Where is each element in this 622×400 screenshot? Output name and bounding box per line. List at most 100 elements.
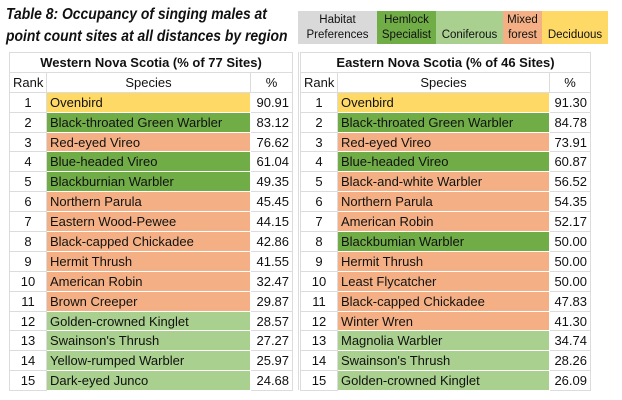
species-cell: Northern Parula <box>46 191 251 212</box>
percent-cell: 56.52 <box>549 171 591 193</box>
rank-cell: 3 <box>300 131 338 153</box>
percent-cell: 27.27 <box>249 330 294 352</box>
table-row: 9 Hermit Thrush 41.55 <box>9 250 294 272</box>
region-heading: Eastern Nova Scotia (% of 46 Sites) <box>300 52 591 73</box>
species-cell: Least Flycatcher <box>337 271 550 292</box>
rank-cell: 10 <box>300 270 338 292</box>
percent-cell: 42.86 <box>249 231 294 252</box>
table-row: 4 Blue-headed Vireo 60.87 <box>300 151 591 173</box>
table-row: 6 Northern Parula 45.45 <box>9 191 294 213</box>
region-heading: Western Nova Scotia (% of 77 Sites) <box>8 52 294 73</box>
table-row: 3 Red-eyed Vireo 76.62 <box>9 131 294 153</box>
rank-cell: 6 <box>9 191 47 213</box>
species-cell: Eastern Wood-Pewee <box>46 211 251 232</box>
percent-cell: 26.09 <box>549 370 591 392</box>
percent-cell: 45.45 <box>249 191 294 213</box>
percent-cell: 28.26 <box>549 350 591 372</box>
table-row: 10 Least Flycatcher 50.00 <box>300 270 591 292</box>
species-cell: Hermit Thrush <box>337 251 550 272</box>
table-row: 5 Blackburnian Warbler 49.35 <box>9 171 294 193</box>
rank-cell: 13 <box>300 330 338 352</box>
table-row: 1 Ovenbird 91.30 <box>300 91 591 113</box>
species-cell: Red-eyed Vireo <box>46 132 251 152</box>
rank-cell: 2 <box>300 111 338 133</box>
rank-cell: 11 <box>300 290 338 312</box>
habitat-legend: Habitat Preferences Hemlock Specialist C… <box>298 11 608 44</box>
table-row: 11 Brown Creeper 29.87 <box>9 290 294 312</box>
table-row: 7 American Robin 52.17 <box>300 211 591 233</box>
percent-cell: 76.62 <box>249 131 294 153</box>
percent-cell: 60.87 <box>549 151 591 173</box>
rank-cell: 9 <box>300 250 338 272</box>
species-cell: Swainson's Thrush <box>337 350 550 371</box>
percent-cell: 29.87 <box>249 290 294 312</box>
column-gap <box>292 52 299 390</box>
percent-cell: 84.78 <box>549 111 591 133</box>
species-cell: Hermit Thrush <box>46 251 251 272</box>
rank-cell: 1 <box>9 91 47 113</box>
table-row: 3 Red-eyed Vireo 73.91 <box>300 131 591 153</box>
species-cell: Red-eyed Vireo <box>337 132 550 152</box>
table-row: 13 Swainson's Thrush 27.27 <box>9 330 294 352</box>
table-row: 6 Northern Parula 54.35 <box>300 191 591 213</box>
rank-cell: 6 <box>300 191 338 213</box>
table-row: 9 Hermit Thrush 50.00 <box>300 250 591 272</box>
percent-cell: 90.91 <box>249 91 294 113</box>
species-cell: Swainson's Thrush <box>46 330 251 351</box>
species-cell: American Robin <box>46 271 251 292</box>
legend-mixed: Mixed forest <box>503 11 542 44</box>
percent-cell: 73.91 <box>549 131 591 153</box>
species-cell: Black-and-white Warbler <box>337 171 550 192</box>
table-row: 12 Golden-crowned Kinglet 28.57 <box>9 310 294 332</box>
table-row: 4 Blue-headed Vireo 61.04 <box>9 151 294 173</box>
table-row: 15 Golden-crowned Kinglet 26.09 <box>300 370 591 392</box>
legend-coniferous: Coniferous <box>436 11 503 44</box>
species-cell: Northern Parula <box>337 191 550 212</box>
table-row: 5 Black-and-white Warbler 56.52 <box>300 171 591 193</box>
percent-cell: 52.17 <box>549 211 591 233</box>
rank-cell: 15 <box>300 370 338 392</box>
species-cell: Yellow-rumped Warbler <box>46 350 251 371</box>
species-cell: Ovenbird <box>46 92 251 113</box>
species-cell: Black-capped Chickadee <box>46 231 251 252</box>
rank-cell: 7 <box>9 211 47 233</box>
rank-cell: 15 <box>9 370 47 392</box>
table-row: 8 Black-capped Chickadee 42.86 <box>9 231 294 252</box>
species-cell: Golden-crowned Kinglet <box>337 370 550 391</box>
col-rank: Rank <box>9 71 47 93</box>
western-table: Western Nova Scotia (% of 77 Sites) Rank S… <box>8 52 294 392</box>
species-cell: Blue-headed Vireo <box>337 151 550 172</box>
table-row: 12 Winter Wren 41.30 <box>300 310 591 332</box>
col-pct: % <box>249 71 294 93</box>
species-cell: Black-throated Green Warbler <box>46 112 251 133</box>
rank-cell: 10 <box>9 270 47 292</box>
species-cell: Dark-eyed Junco <box>46 370 251 391</box>
legend-hemlock: Hemlock Specialist <box>377 11 436 44</box>
species-cell: Black-throated Green Warbler <box>337 112 550 133</box>
rank-cell: 12 <box>300 310 338 332</box>
species-cell: Golden-crowned Kinglet <box>46 311 251 331</box>
percent-cell: 34.74 <box>549 330 591 352</box>
rank-cell: 5 <box>300 171 338 193</box>
percent-cell: 47.83 <box>549 290 591 312</box>
species-cell: Black-capped Chickadee <box>337 291 550 312</box>
table-row: 14 Yellow-rumped Warbler 25.97 <box>9 350 294 372</box>
col-species: Species <box>46 71 251 93</box>
species-cell: Blue-headed Vireo <box>46 151 251 172</box>
rank-cell: 3 <box>9 131 47 153</box>
percent-cell: 91.30 <box>549 91 591 113</box>
table-row: 2 Black-throated Green Warbler 83.12 <box>9 111 294 133</box>
rank-cell: 14 <box>9 350 47 372</box>
percent-cell: 50.00 <box>549 250 591 272</box>
col-species: Species <box>337 71 550 93</box>
species-cell: American Robin <box>337 211 550 232</box>
rank-cell: 2 <box>9 111 47 133</box>
table-row: 10 American Robin 32.47 <box>9 270 294 292</box>
percent-cell: 41.55 <box>249 250 294 272</box>
col-pct: % <box>549 71 591 93</box>
rank-cell: 8 <box>300 231 338 252</box>
rank-cell: 7 <box>300 211 338 233</box>
table-row: 14 Swainson's Thrush 28.26 <box>300 350 591 372</box>
percent-cell: 41.30 <box>549 310 591 332</box>
table-row: 13 Magnolia Warbler 34.74 <box>300 330 591 352</box>
